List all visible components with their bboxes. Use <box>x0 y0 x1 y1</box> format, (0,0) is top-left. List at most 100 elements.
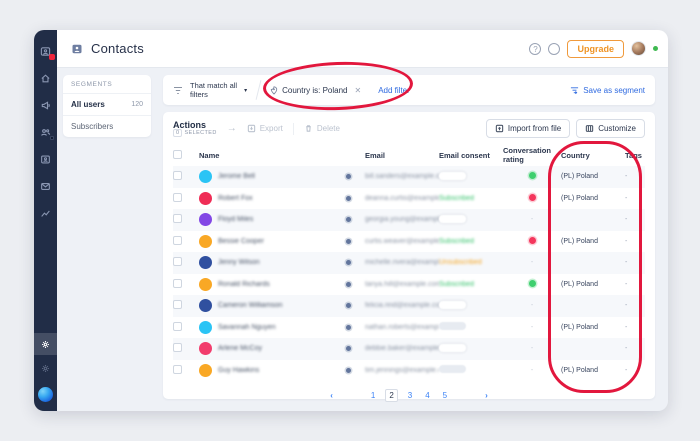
sidebar-item-settings-secondary[interactable] <box>34 355 57 382</box>
close-icon[interactable]: ✕ <box>354 85 362 95</box>
row-checkbox[interactable] <box>173 192 182 202</box>
origin-icon <box>346 346 351 352</box>
pagination-next[interactable]: › <box>485 391 488 400</box>
avatar <box>199 256 212 270</box>
sidebar-item-contacts[interactable] <box>34 119 57 146</box>
row-checkbox[interactable] <box>173 171 182 181</box>
customize-label: Customize <box>598 124 636 133</box>
sidebar-item-dashboard[interactable] <box>34 38 57 65</box>
trash-icon <box>306 125 311 132</box>
divider <box>255 80 262 100</box>
row-checkbox[interactable] <box>173 257 182 267</box>
row-checkbox[interactable] <box>173 364 182 374</box>
contact-tags: - <box>625 302 628 310</box>
help-icon[interactable]: ? <box>529 42 542 55</box>
add-filter-link[interactable]: Add filter <box>378 85 410 95</box>
import-from-file-button[interactable]: Import from file <box>485 119 571 138</box>
divider <box>292 122 294 135</box>
segment-item-all-users[interactable]: All users 120 <box>63 93 151 115</box>
notification-badge <box>49 54 55 60</box>
filter-match-selector[interactable]: That match all filters <box>190 81 238 99</box>
list-column: That match all filters ▾ Country is: Pol… <box>163 75 655 402</box>
row-checkbox[interactable] <box>173 235 182 245</box>
segment-label: Subscribers <box>71 122 114 131</box>
brand-logo[interactable] <box>38 387 53 402</box>
pagination-page-2[interactable]: 2 <box>385 389 398 402</box>
online-status-dot <box>653 46 658 51</box>
app-window: Contacts ? Upgrade SEGMENTS All users 12… <box>34 30 668 411</box>
contact-name: Cameron Williamson <box>218 302 283 310</box>
column-header-email-consent[interactable]: Email consent <box>439 150 490 160</box>
conversation-rating: - <box>530 216 534 224</box>
table-row[interactable]: Jerome Bell bill.sanders@example.com (PL) … <box>173 166 645 188</box>
column-header-country[interactable]: Country <box>561 150 590 160</box>
contacts-page-icon <box>72 44 82 53</box>
sidebar-item-home[interactable] <box>34 65 57 92</box>
segment-label: All users <box>71 100 105 109</box>
export-button[interactable]: Export <box>247 124 283 133</box>
avatar <box>199 234 212 248</box>
filter-chip-country-poland[interactable]: Country is: Poland ✕ <box>270 86 361 95</box>
avatar <box>199 342 212 356</box>
sidebar-item-settings[interactable] <box>34 333 57 355</box>
conversation-rating: - <box>530 366 534 374</box>
pagination-page-5[interactable]: 5 <box>442 391 448 400</box>
table-row[interactable]: Guy Hawkins tim.jennings@example.com - (PL)… <box>173 360 645 382</box>
column-header-email[interactable]: Email <box>365 150 386 160</box>
save-as-segment-link[interactable]: Save as segment <box>570 86 645 95</box>
table-row[interactable]: Arlene McCoy debbie.baker@example.com - - <box>173 338 645 360</box>
conversation-rating-dot <box>528 279 536 287</box>
column-header-name[interactable]: Name <box>199 150 220 160</box>
table-body: Jerome Bell bill.sanders@example.com (PL) … <box>173 166 645 381</box>
arrow-right-icon: → <box>226 123 237 134</box>
row-checkbox[interactable] <box>173 343 182 353</box>
row-checkbox[interactable] <box>173 278 182 288</box>
table-row[interactable]: Ronald Richards tanya.hill@example.com Sub… <box>173 274 645 296</box>
table-row[interactable]: Jenny Wilson michelle.rivera@example.comU… <box>173 252 645 274</box>
column-header-tags[interactable]: Tags <box>625 150 642 160</box>
row-checkbox[interactable] <box>173 214 182 224</box>
conversation-rating: - <box>530 323 534 331</box>
export-label: Export <box>259 124 283 133</box>
filter-bar: That match all filters ▾ Country is: Pol… <box>163 75 655 105</box>
chevron-down-icon[interactable]: ▾ <box>244 87 248 94</box>
pagination-prev[interactable]: ‹ <box>330 391 333 400</box>
pagination: ‹ 1 2 3 4 5 › <box>173 381 645 406</box>
segment-item-subscribers[interactable]: Subscribers <box>63 115 151 137</box>
conversation-rating: - <box>530 259 534 267</box>
sidebar-item-analytics[interactable] <box>34 200 57 227</box>
delete-button[interactable]: Delete <box>304 124 340 133</box>
contact-name: Arlene McCoy <box>218 345 262 353</box>
segment-count: 120 <box>131 101 143 108</box>
contact-email: tanya.hill@example.com <box>365 280 439 288</box>
email-consent-value <box>439 300 466 309</box>
sidebar-item-contact-card[interactable] <box>34 146 57 173</box>
table-row[interactable]: Savannah Nguyen nathan.roberts@example.co… <box>173 317 645 339</box>
contact-email: tim.jennings@example.com <box>365 366 439 374</box>
upgrade-button[interactable]: Upgrade <box>567 39 624 58</box>
timer-icon[interactable] <box>548 42 561 55</box>
sidebar-item-messages[interactable] <box>34 173 57 200</box>
pagination-page-4[interactable]: 4 <box>425 391 430 400</box>
email-consent-value <box>439 322 466 331</box>
column-header-conversation-rating[interactable]: Conversation rating <box>503 146 551 164</box>
import-icon <box>495 124 504 133</box>
customize-button[interactable]: Customize <box>576 119 645 138</box>
sidebar-item-campaigns[interactable] <box>34 92 57 119</box>
origin-icon <box>346 281 351 287</box>
table-row[interactable]: Floyd Miles georgia.young@example.com - - <box>173 209 645 231</box>
email-consent-value <box>439 343 466 352</box>
table-row[interactable]: Robert Fox deanna.curtis@example.comSubsc… <box>173 188 645 210</box>
pagination-page-1[interactable]: 1 <box>370 391 376 400</box>
nav-sidebar <box>34 30 57 411</box>
pagination-page-3[interactable]: 3 <box>407 391 413 400</box>
line-chart-icon <box>41 210 50 217</box>
conversation-rating: - <box>530 345 534 353</box>
row-checkbox[interactable] <box>173 300 182 310</box>
table-row[interactable]: Bessie Cooper curtis.weaver@example.comSu… <box>173 231 645 253</box>
select-all-checkbox[interactable] <box>173 149 182 159</box>
contact-country: (PL) Poland <box>561 194 598 202</box>
user-avatar[interactable] <box>631 41 646 56</box>
row-checkbox[interactable] <box>173 321 182 331</box>
table-row[interactable]: Cameron Williamson felicia.reid@example.c… <box>173 295 645 317</box>
